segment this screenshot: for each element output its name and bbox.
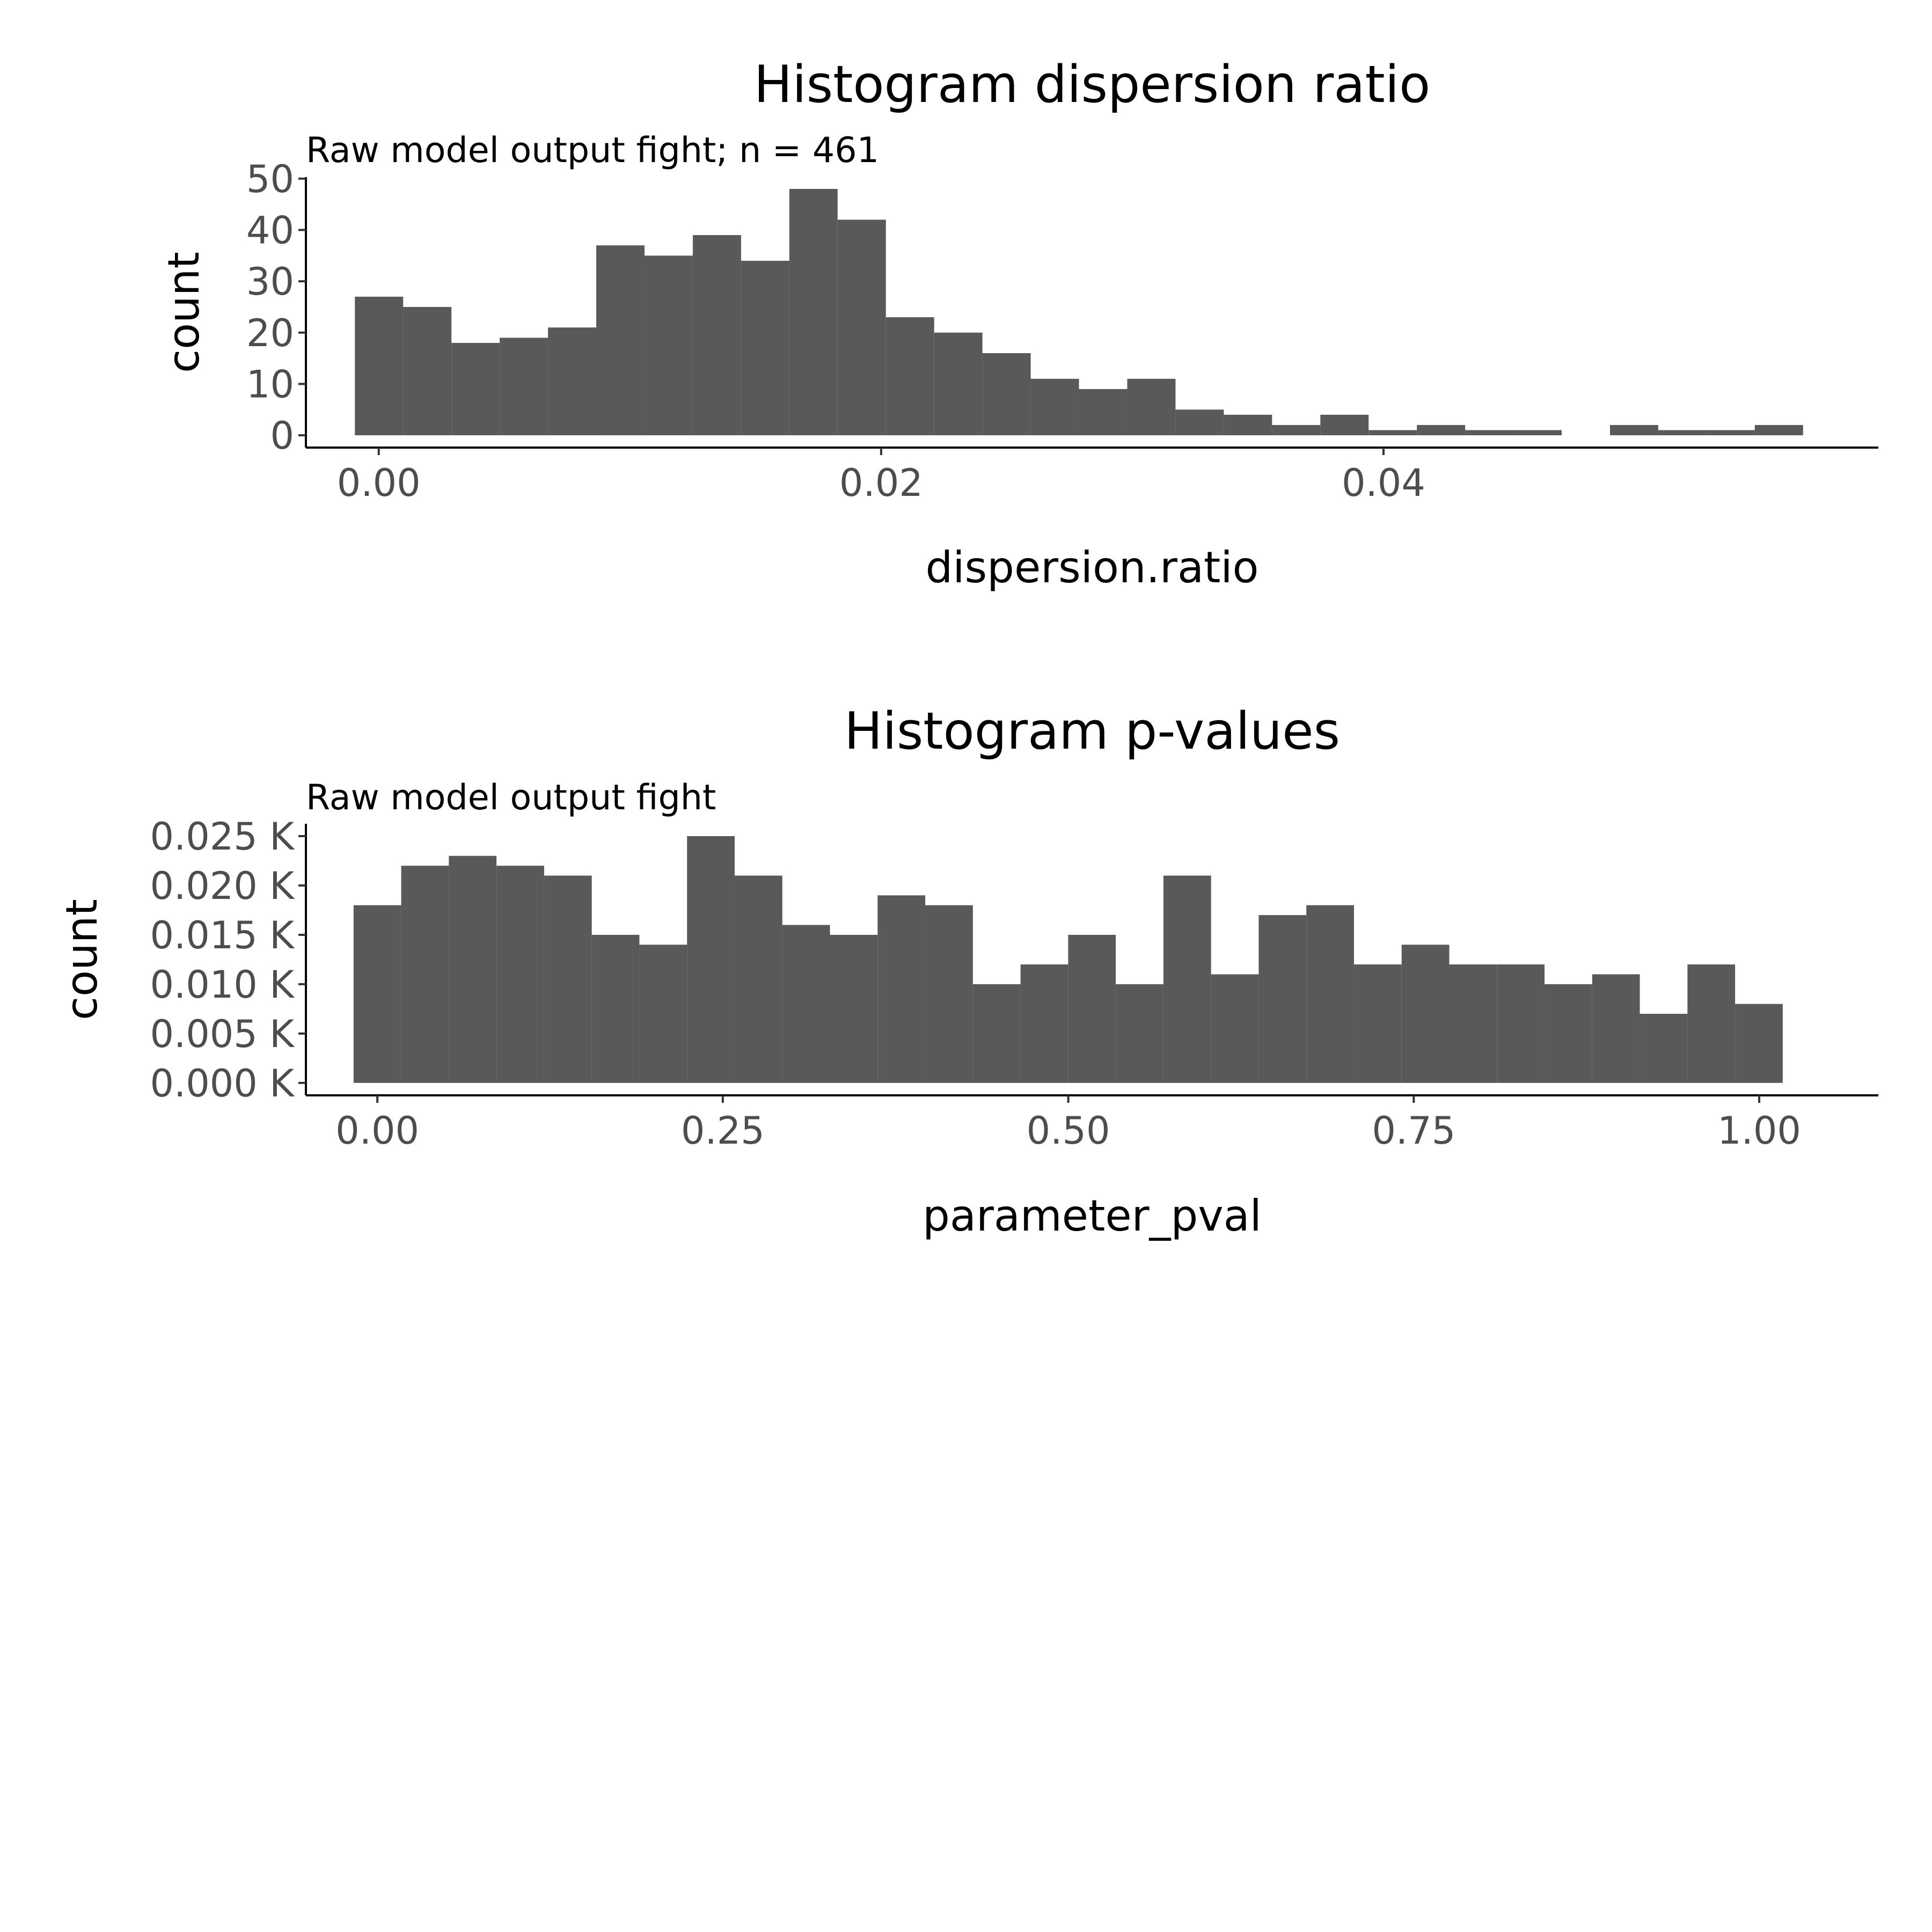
y-tick-label: 0.000 K (150, 1062, 295, 1106)
histogram-bar (1417, 425, 1466, 436)
y-tick-label: 30 (246, 260, 294, 304)
panel-p-values: Histogram p-values Raw model output figh… (57, 702, 1878, 1241)
histogram-bar (1068, 934, 1116, 1083)
histogram-bar (1127, 378, 1176, 436)
histogram-bar (1545, 984, 1592, 1083)
panel-dispersion-ratio: Histogram dispersion ratio Raw model out… (159, 55, 1878, 592)
x-tick-label: 0.50 (1027, 1109, 1110, 1153)
y-axis-ticks: 0 10 20 30 40 50 (246, 157, 306, 458)
histogram-bar (403, 306, 452, 436)
histogram-bar (692, 235, 741, 436)
histogram-bar (544, 875, 592, 1083)
x-axis-ticks: 0.00 0.02 0.04 (337, 448, 1425, 505)
histogram-bar (1320, 414, 1369, 436)
x-tick-label: 0.25 (681, 1109, 765, 1153)
chart-title: Histogram dispersion ratio (754, 55, 1430, 114)
histogram-bar (591, 934, 640, 1083)
histogram-bar (1306, 905, 1354, 1083)
histogram-bar (644, 255, 693, 436)
histogram-bar (1163, 875, 1211, 1083)
histogram-bar (401, 866, 449, 1083)
histogram-bar (1735, 1004, 1783, 1083)
bars-group (353, 836, 1783, 1083)
histogram-bar (1497, 964, 1545, 1083)
y-tick-label: 20 (246, 311, 294, 355)
histogram-bar (1211, 974, 1259, 1083)
histogram-bar (789, 189, 838, 436)
x-tick-label: 0.75 (1372, 1109, 1455, 1153)
y-tick-label: 50 (246, 157, 294, 201)
y-axis-title: count (159, 252, 209, 373)
histogram-bar (1116, 984, 1163, 1083)
x-tick-label: 0.04 (1342, 461, 1425, 505)
histogram-bar (596, 245, 645, 436)
histogram-bar (449, 855, 497, 1083)
y-tick-label: 0.010 K (150, 963, 295, 1007)
histogram-bar (1401, 945, 1450, 1083)
x-tick-label: 0.02 (839, 461, 923, 505)
histogram-bar (355, 296, 404, 436)
histogram-bar (1272, 425, 1321, 436)
y-tick-label: 0 (270, 414, 294, 458)
histogram-bar (885, 317, 934, 436)
y-tick-label: 0.015 K (150, 913, 295, 957)
x-axis-title: dispersion.ratio (925, 543, 1258, 592)
histogram-bar (500, 338, 548, 436)
histogram-bar (1658, 430, 1707, 436)
y-tick-label: 40 (246, 209, 294, 253)
histogram-bar (1449, 964, 1497, 1083)
histogram-bar (1030, 378, 1079, 436)
histogram-bar (353, 905, 401, 1083)
x-tick-label: 0.00 (337, 461, 421, 505)
histogram-bar (1706, 430, 1755, 436)
histogram-bar (1079, 389, 1128, 436)
bars-group (355, 189, 1803, 436)
histogram-bar (1368, 430, 1417, 436)
y-axis-ticks: 0.000 K 0.005 K 0.010 K 0.015 K 0.020 K 0.025… (150, 815, 306, 1106)
histogram-bar (687, 836, 735, 1083)
histogram-bar (496, 866, 544, 1083)
chart-title: Histogram p-values (844, 702, 1340, 761)
histogram-bar (877, 895, 926, 1083)
y-tick-label: 0.005 K (150, 1012, 295, 1056)
histogram-bar (972, 984, 1021, 1083)
x-tick-label: 0.00 (335, 1109, 419, 1153)
histogram-bar (782, 925, 830, 1083)
histogram-bar (1513, 430, 1562, 436)
histogram-bar (837, 219, 886, 436)
x-axis-ticks: 0.00 0.25 0.50 0.75 1.00 (335, 1095, 1801, 1153)
histogram-bar (934, 332, 983, 436)
y-tick-label: 10 (246, 362, 294, 406)
x-tick-label: 1.00 (1717, 1109, 1801, 1153)
histogram-bar (639, 945, 687, 1083)
histogram-bar (925, 905, 973, 1083)
histogram-bar (1754, 425, 1803, 436)
histogram-bar (1592, 974, 1640, 1083)
y-tick-label: 0.025 K (150, 815, 295, 859)
histogram-bar (1175, 409, 1224, 436)
histogram-bar (1353, 964, 1402, 1083)
histogram-bar (741, 260, 789, 436)
x-axis-title: parameter_pval (923, 1191, 1262, 1241)
histogram-bar (1640, 1014, 1688, 1083)
histogram-bar (1224, 414, 1272, 436)
histogram-bar (982, 353, 1031, 436)
histogram-bar (1020, 964, 1069, 1083)
chart-subtitle: Raw model output fight (306, 778, 716, 818)
histogram-bar (1687, 964, 1736, 1083)
histogram-bar (734, 875, 782, 1083)
histogram-bar (1258, 915, 1307, 1083)
y-tick-label: 0.020 K (150, 864, 295, 908)
y-axis-title: count (57, 899, 107, 1020)
chart-subtitle: Raw model output fight; n = 461 (306, 130, 879, 171)
histogram-bar (1609, 425, 1658, 436)
histogram-bar (451, 342, 500, 436)
histogram-bar (1465, 430, 1514, 436)
histogram-bar (830, 934, 878, 1083)
histogram-bar (548, 327, 597, 436)
